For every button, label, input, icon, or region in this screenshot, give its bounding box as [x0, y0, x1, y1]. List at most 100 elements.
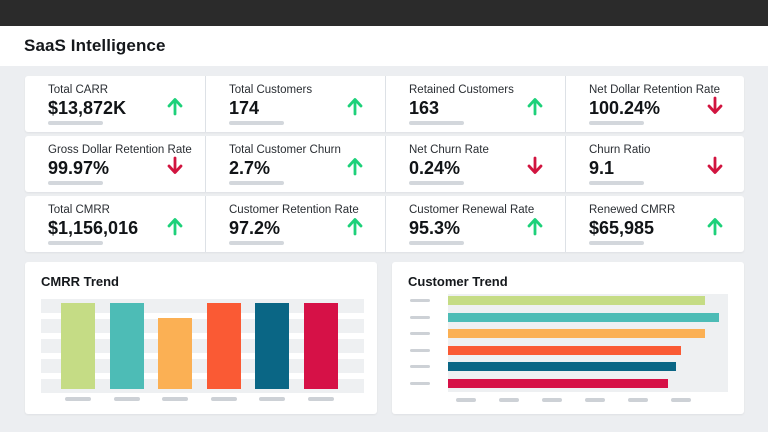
- arrow-up-icon: [707, 218, 723, 236]
- kpi-underline: [48, 241, 103, 245]
- x-tick-placeholder: [210, 397, 237, 401]
- kpi-value: 163: [409, 98, 440, 118]
- y-tick-placeholder: [410, 299, 430, 302]
- arrow-shape: [167, 98, 183, 116]
- kpi-card[interactable]: Gross Dollar Retention Rate 99.97%: [25, 136, 204, 192]
- y-tick-placeholder: [410, 365, 430, 368]
- arrow-down-icon: [527, 156, 543, 174]
- x-tick-placeholder: [259, 397, 285, 401]
- arrow-shape: [527, 98, 543, 116]
- kpi-card[interactable]: Customer Renewal Rate 95.3%: [385, 196, 564, 252]
- kpi-card[interactable]: Total CARR $13,872K: [25, 76, 204, 132]
- kpi-label: Customer Retention Rate: [229, 204, 359, 216]
- kpi-value: $65,985: [589, 218, 655, 238]
- x-tick-placeholder: [585, 398, 605, 402]
- kpi-card[interactable]: Churn Ratio 9.1: [565, 136, 744, 192]
- customer-trend-panel: Customer Trend: [392, 262, 744, 414]
- kpi-label: Total CMRR: [48, 204, 110, 216]
- page-title: SaaS Intelligence: [24, 36, 166, 55]
- customer-bar[interactable]: [448, 329, 706, 338]
- y-tick-placeholder: [410, 381, 430, 385]
- kpi-card[interactable]: Net Churn Rate 0.24%: [385, 136, 564, 192]
- arrow-shape: [707, 218, 723, 236]
- app-header: [0, 26, 768, 66]
- arrow-down-icon: [707, 156, 723, 174]
- kpi-row-2: Gross Dollar Retention Rate 99.97% Total…: [25, 136, 744, 192]
- y-tick-placeholder: [410, 332, 430, 335]
- kpi-value: 174: [229, 98, 260, 118]
- kpi-value: 0.24%: [409, 158, 461, 178]
- arrow-up-icon: [347, 218, 363, 236]
- x-tick-placeholder: [671, 398, 691, 402]
- kpi-underline: [409, 181, 464, 185]
- x-tick-placeholder: [456, 398, 476, 402]
- cmrr-trend-panel: CMRR Trend: [25, 262, 377, 414]
- kpi-value: 97.2%: [229, 218, 281, 238]
- arrow-up-icon: [167, 218, 183, 236]
- arrow-shape: [527, 218, 543, 236]
- kpi-card[interactable]: Renewed CMRR $65,985: [565, 196, 744, 252]
- cmrr-trend-chart: [41, 299, 364, 401]
- kpi-underline: [229, 121, 284, 125]
- cmrr-bar[interactable]: [109, 303, 144, 389]
- cmrr-bar[interactable]: [61, 303, 95, 389]
- kpi-value: 9.1: [589, 158, 615, 178]
- kpi-underline: [589, 241, 644, 245]
- kpi-value: 99.97%: [48, 158, 110, 178]
- customer-bar[interactable]: [448, 362, 676, 371]
- arrow-up-icon: [347, 158, 363, 176]
- kpi-card[interactable]: Net Dollar Retention Rate 100.24%: [565, 76, 744, 132]
- arrow-shape: [347, 158, 363, 176]
- kpi-card[interactable]: Total CMRR $1,156,016: [25, 196, 204, 252]
- y-tick-placeholder: [410, 348, 430, 352]
- kpi-label: Renewed CMRR: [589, 204, 676, 216]
- customer-trend-chart: [408, 292, 731, 402]
- cmrr-trend-title: CMRR Trend: [41, 274, 119, 289]
- kpi-value: 100.24%: [589, 98, 661, 118]
- arrow-shape: [167, 156, 183, 174]
- kpi-underline: [229, 241, 284, 245]
- y-tick-placeholder: [410, 315, 430, 319]
- kpi-card[interactable]: Total Customer Churn 2.7%: [205, 136, 384, 192]
- arrow-up-icon: [527, 218, 543, 236]
- customer-trend-title: Customer Trend: [408, 274, 508, 289]
- arrow-down-icon: [707, 96, 723, 114]
- customer-bar[interactable]: [448, 296, 706, 305]
- kpi-underline: [409, 121, 464, 125]
- x-tick-placeholder: [162, 397, 188, 401]
- kpi-underline: [229, 181, 284, 185]
- x-tick-placeholder: [113, 397, 140, 401]
- kpi-value: $13,872K: [48, 98, 127, 118]
- kpi-label: Total Customer Churn: [229, 144, 341, 156]
- kpi-label: Net Churn Rate: [409, 144, 489, 156]
- kpi-card[interactable]: Customer Retention Rate 97.2%: [205, 196, 384, 252]
- cmrr-bar[interactable]: [255, 303, 289, 389]
- cmrr-bar[interactable]: [206, 303, 241, 389]
- chart-plot-area: [448, 294, 728, 392]
- customer-bar[interactable]: [448, 378, 668, 388]
- cmrr-bar[interactable]: [303, 303, 338, 389]
- kpi-underline: [48, 121, 103, 125]
- customer-bar[interactable]: [448, 345, 682, 355]
- arrow-up-icon: [527, 98, 543, 116]
- customer-bar[interactable]: [448, 312, 719, 322]
- kpi-value: $1,156,016: [48, 218, 139, 238]
- kpi-card[interactable]: Total Customers 174: [205, 76, 384, 132]
- x-tick-placeholder: [307, 397, 334, 401]
- kpi-card[interactable]: Retained Customers 163: [385, 76, 564, 132]
- kpi-underline: [589, 121, 644, 125]
- arrow-down-icon: [167, 156, 183, 174]
- arrow-shape: [347, 218, 363, 236]
- kpi-row-3: Total CMRR $1,156,016 Customer Retention…: [25, 196, 744, 252]
- arrow-shape: [527, 156, 543, 174]
- window-top-bar: [0, 0, 768, 26]
- x-tick-placeholder: [499, 398, 519, 402]
- x-tick-placeholder: [65, 397, 91, 401]
- cmrr-bar[interactable]: [158, 317, 192, 389]
- kpi-underline: [48, 181, 103, 185]
- kpi-value: 2.7%: [229, 158, 271, 178]
- kpi-label: Gross Dollar Retention Rate: [48, 144, 192, 156]
- kpi-label: Net Dollar Retention Rate: [589, 84, 721, 96]
- kpi-label: Customer Renewal Rate: [409, 204, 535, 216]
- arrow-shape: [707, 156, 723, 174]
